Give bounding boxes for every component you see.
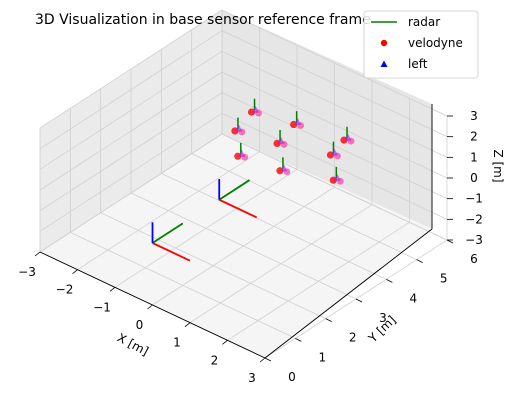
- z-tick-label: 2: [470, 130, 478, 144]
- z-axis-label: Z [m]: [491, 149, 505, 182]
- z-tick-label: 3: [470, 109, 478, 123]
- y-tick-label: 1: [319, 350, 327, 364]
- z-tick-label: −3: [465, 233, 483, 247]
- z-tick-label: −2: [465, 212, 483, 226]
- legend-label-velodyne: velodyne: [408, 36, 463, 50]
- y-tick-label: 4: [410, 291, 418, 305]
- y-tick-label: 5: [440, 272, 448, 286]
- x-tick-label: −2: [56, 283, 74, 297]
- z-tick-label: −1: [465, 192, 483, 206]
- x-tick-mark: [260, 358, 265, 362]
- x-tick-mark: [35, 252, 40, 256]
- x-tick-label: 2: [211, 353, 219, 367]
- x-tick-label: 0: [136, 318, 144, 332]
- legend-label-radar: radar: [408, 15, 440, 29]
- legend-velodyne-swatch: [381, 40, 387, 46]
- x-tick-label: −3: [18, 265, 36, 279]
- chart-title: 3D Visualization in base sensor referenc…: [35, 12, 371, 28]
- x-tick-mark: [223, 340, 228, 344]
- y-tick-mark: [447, 240, 453, 243]
- x-tick-label: 3: [248, 371, 256, 385]
- legend: radar velodyne left: [364, 11, 478, 78]
- y-tick-mark: [386, 279, 392, 282]
- x-tick-mark: [148, 305, 153, 309]
- x-axis-label: X [m]: [115, 331, 151, 359]
- z-tick-label: 1: [470, 150, 478, 164]
- legend-label-left: left: [408, 57, 428, 71]
- x-tick-label: −1: [93, 300, 111, 314]
- y-tick-mark: [356, 299, 362, 302]
- y-tick-mark: [417, 260, 423, 263]
- y-tick-label: 0: [288, 370, 296, 384]
- x-tick-label: 1: [173, 336, 181, 350]
- y-tick-mark: [326, 319, 332, 322]
- y-tick-label: 2: [349, 331, 357, 345]
- z-tick-label: 0: [470, 171, 478, 185]
- y-tick-mark: [295, 338, 301, 341]
- x-tick-mark: [110, 287, 115, 291]
- y-tick-label: 6: [470, 252, 478, 266]
- x-tick-mark: [185, 323, 190, 327]
- y-tick-mark: [265, 358, 271, 361]
- x-tick-mark: [73, 270, 78, 274]
